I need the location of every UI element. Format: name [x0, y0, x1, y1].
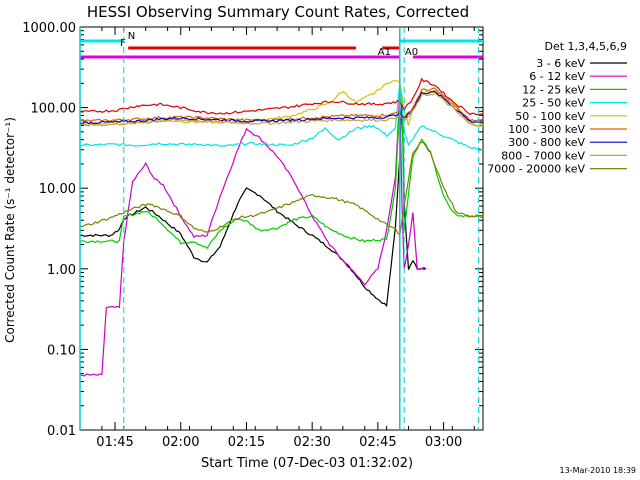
- legend-label: 7000 - 20000 keV: [487, 163, 585, 176]
- x-tick-label: 02:30: [293, 435, 330, 450]
- series-line: [79, 77, 484, 116]
- series-group: [79, 77, 484, 377]
- x-axis-label: Start Time (07-Dec-03 01:32:02): [201, 456, 413, 471]
- legend-label: 25 - 50 keV: [522, 97, 585, 110]
- flag-label: A0: [405, 47, 418, 58]
- legend-label: 800 - 7000 keV: [501, 149, 585, 162]
- legend-label: 6 - 12 keV: [529, 70, 585, 83]
- plot-frame: [79, 26, 484, 431]
- x-tick-label: 02:15: [228, 435, 265, 450]
- y-tick-label: 1000.00: [22, 21, 76, 36]
- x-tick-label: 02:00: [162, 435, 199, 450]
- series-line: [79, 141, 484, 237]
- x-axis: 01:45 02:00 02:15 02:30 02:45 03:00: [79, 27, 475, 450]
- marker-lines: [79, 27, 480, 430]
- legend-label: 300 - 800 keV: [508, 136, 585, 149]
- y-tick-label: 1.00: [47, 263, 76, 278]
- legend-label: 3 - 6 keV: [536, 57, 585, 70]
- series-line: [79, 92, 484, 127]
- y-tick-label: 0.01: [47, 424, 76, 439]
- chart-title: HESSI Observing Summary Count Rates, Cor…: [87, 3, 469, 21]
- series-line: [79, 90, 483, 125]
- y-tick-label: 100.00: [31, 102, 77, 117]
- y-tick-label: 10.00: [39, 182, 76, 197]
- legend-label: 12 - 25 keV: [522, 83, 585, 96]
- series-line: [79, 93, 427, 377]
- series-line: [79, 87, 484, 123]
- legend-title: Det 1,3,4,5,6,9: [544, 40, 627, 53]
- y-tick-label: 0.10: [47, 343, 76, 358]
- flag-bars: NF A1 A0: [80, 31, 483, 59]
- series-line: [79, 94, 427, 308]
- flag-label: N: [128, 31, 135, 42]
- x-tick-label: 01:45: [96, 435, 133, 450]
- legend-label: 50 - 100 keV: [515, 110, 585, 123]
- x-tick-label: 02:45: [359, 435, 396, 450]
- series-line: [79, 93, 484, 250]
- y-axis-label: Corrected Count Rate (s⁻¹ detector⁻¹): [3, 117, 17, 343]
- flag-label: F: [120, 38, 126, 49]
- x-tick-label: 03:00: [425, 435, 462, 450]
- legend-label: 100 - 300 keV: [508, 123, 585, 136]
- footer-timestamp: 13-Mar-2010 18:39: [560, 466, 637, 475]
- y-axis: 1000.00 100.00 10.00 1.00 0.10 0.01: [22, 21, 483, 439]
- series-line: [79, 82, 484, 151]
- flag-label: A1: [378, 47, 391, 58]
